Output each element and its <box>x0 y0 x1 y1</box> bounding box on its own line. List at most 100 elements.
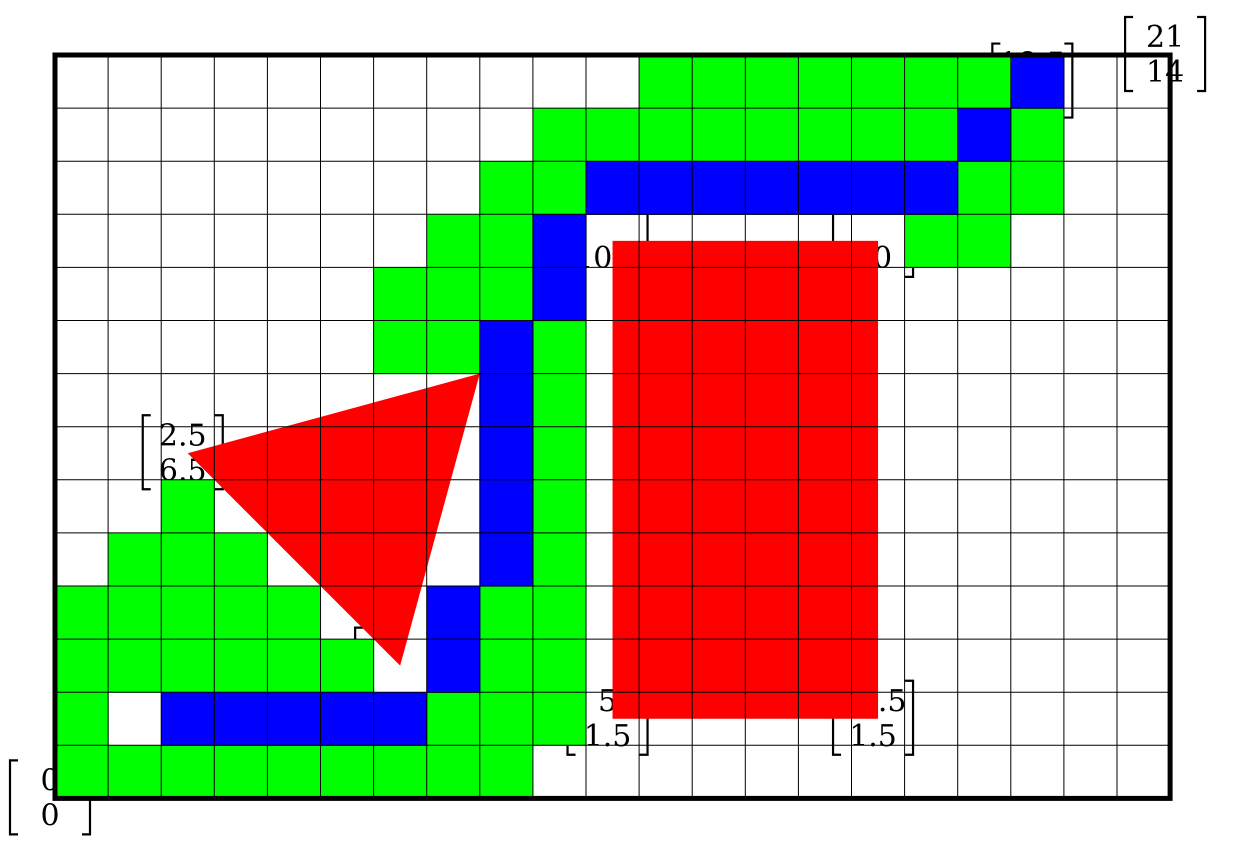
blue-cell <box>161 692 215 746</box>
green-cell <box>532 161 587 215</box>
green-cell <box>479 692 534 746</box>
green-cell <box>798 108 853 162</box>
green-cell <box>108 745 162 799</box>
blue-cell <box>904 161 959 215</box>
blue-cell <box>1010 55 1065 109</box>
green-cell <box>426 267 481 322</box>
blue-cell <box>479 320 534 375</box>
blue-cell <box>479 532 534 587</box>
green-cell <box>1010 161 1065 215</box>
grid-border-frame <box>52 52 1173 801</box>
green-cell <box>532 426 587 481</box>
green-cell <box>532 639 587 693</box>
blue-cell <box>426 639 481 693</box>
green-cell <box>1010 108 1065 162</box>
green-cell <box>479 586 534 640</box>
green-cell <box>373 320 428 375</box>
grid-border <box>52 52 1173 801</box>
green-cell <box>161 532 215 587</box>
cell-layer <box>55 55 1065 799</box>
green-cell <box>904 108 959 162</box>
green-cell <box>479 639 534 693</box>
green-cell <box>532 586 587 640</box>
green-cell <box>692 108 746 162</box>
green-cell <box>479 161 534 215</box>
green-cell <box>426 745 481 799</box>
green-cell <box>55 639 109 693</box>
blue-cell <box>479 373 534 428</box>
green-cell <box>904 214 959 268</box>
green-cell <box>108 586 162 640</box>
label-bottom-value: 0 <box>40 798 59 833</box>
green-cell <box>851 108 906 162</box>
green-cell <box>479 745 534 799</box>
green-cell <box>267 639 322 693</box>
grid-lines <box>55 55 1171 799</box>
green-cell <box>532 108 587 162</box>
green-cell <box>532 320 587 375</box>
bracket-left <box>141 414 151 491</box>
green-cell <box>745 55 799 109</box>
green-cell <box>532 373 587 428</box>
red-triangle <box>187 373 480 666</box>
green-cell <box>426 320 481 375</box>
blue-cell <box>532 267 587 322</box>
green-cell <box>798 55 853 109</box>
green-cell <box>161 639 215 693</box>
green-cell <box>957 55 1012 109</box>
blue-cell <box>692 161 746 215</box>
blue-cell <box>214 692 268 746</box>
green-cell <box>426 692 481 746</box>
green-cell <box>320 745 375 799</box>
green-cell <box>426 214 481 268</box>
green-cell <box>373 267 428 322</box>
green-cell <box>55 692 109 746</box>
green-cell <box>108 639 162 693</box>
green-cell <box>479 214 534 268</box>
blue-cell <box>532 214 587 268</box>
blue-cell <box>373 692 428 746</box>
label-top-value: 2.5 <box>159 418 207 453</box>
blue-cell <box>479 426 534 481</box>
green-cell <box>532 692 587 746</box>
green-cell <box>161 745 215 799</box>
bracket-right <box>1197 15 1207 93</box>
green-cell <box>55 586 109 640</box>
green-cell <box>745 108 799 162</box>
green-cell <box>639 108 693 162</box>
blue-cell <box>798 161 853 215</box>
green-cell <box>320 639 375 693</box>
label-bottom-value: 14 <box>1146 55 1184 90</box>
label-bottom-value: 1.5 <box>849 719 897 754</box>
green-cell <box>214 586 268 640</box>
bracket-right <box>1064 42 1074 119</box>
green-cell <box>692 55 746 109</box>
green-cell <box>214 532 268 587</box>
blue-cell <box>586 161 640 215</box>
green-cell <box>267 586 322 640</box>
green-cell <box>161 479 215 534</box>
green-cell <box>214 639 268 693</box>
green-cell <box>161 586 215 640</box>
label-top-value: 21 <box>1146 20 1184 55</box>
green-cell <box>532 532 587 587</box>
green-cell <box>851 55 906 109</box>
green-cell <box>532 479 587 534</box>
green-cell <box>267 745 322 799</box>
blue-cell <box>745 161 799 215</box>
blue-cell <box>479 479 534 534</box>
bracket-left <box>8 759 18 836</box>
blue-cell <box>851 161 906 215</box>
label-bottom-value: 1.5 <box>584 719 632 754</box>
blue-cell <box>267 692 322 746</box>
green-cell <box>214 745 268 799</box>
green-cell <box>957 161 1012 215</box>
blue-cell <box>426 586 481 640</box>
green-cell <box>108 532 162 587</box>
blue-cell <box>639 161 693 215</box>
blue-cell <box>320 692 375 746</box>
bracket-right <box>905 679 915 756</box>
green-cell <box>479 267 534 322</box>
